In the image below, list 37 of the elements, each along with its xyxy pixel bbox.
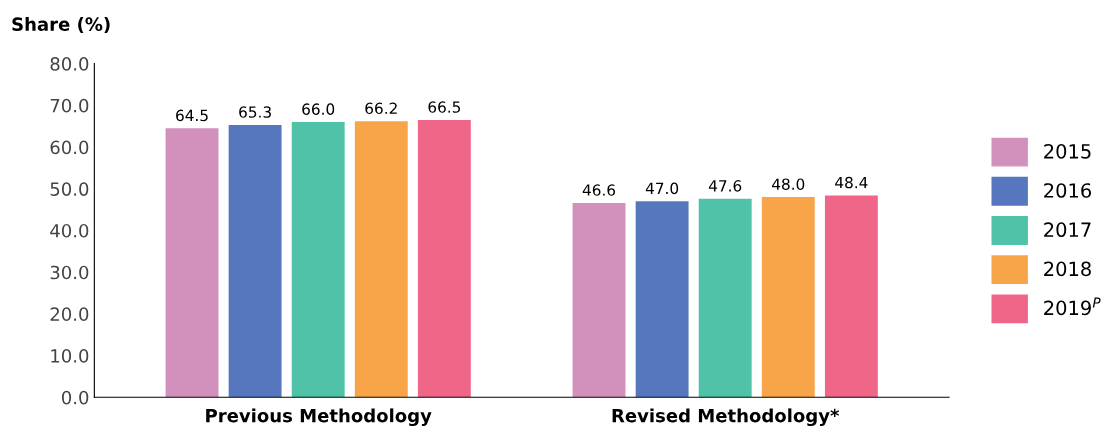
y-tick-label: 30.0	[50, 265, 89, 280]
y-tick-label: 80.0	[50, 57, 89, 71]
legend-label: 2017	[1044, 222, 1091, 238]
y-tick-label: 50.0	[50, 182, 89, 196]
data-label: 66.0	[302, 103, 335, 115]
bar	[572, 202, 626, 398]
y-tick-label: 60.0	[50, 140, 89, 155]
data-label: 48.4	[835, 176, 868, 189]
legend-label: 2018	[1044, 261, 1091, 277]
bar	[354, 121, 408, 398]
bar	[228, 124, 282, 398]
bar	[824, 195, 878, 398]
bar	[698, 198, 752, 398]
data-label: 66.2	[365, 102, 397, 115]
legend-label: 2016	[1044, 183, 1092, 198]
data-label: 47.0	[645, 182, 679, 195]
y-axis-title: Share (%)	[12, 17, 110, 34]
data-label: 48.0	[772, 178, 805, 190]
legend-label: 2019$^{P}$	[1044, 297, 1101, 316]
y-tick-label: 0.0	[61, 390, 89, 405]
bar	[165, 128, 219, 398]
bar	[291, 122, 345, 398]
bar	[635, 201, 689, 398]
legend-label: 2015	[1044, 143, 1091, 159]
x-tick-label: Previous Methodology	[206, 408, 432, 427]
bar	[761, 197, 815, 398]
y-tick-label: 20.0	[50, 307, 89, 321]
data-label: 66.5	[428, 101, 461, 113]
bar	[417, 119, 471, 398]
y-tick-label: 70.0	[50, 98, 89, 113]
data-label: 65.3	[239, 106, 271, 118]
x-tick-label: Revised Methodology*	[612, 408, 840, 427]
data-label: 47.6	[708, 180, 742, 192]
y-tick-label: 10.0	[51, 349, 89, 363]
data-label: 64.5	[176, 109, 208, 122]
y-tick-label: 40.0	[50, 223, 89, 238]
data-label: 46.6	[582, 184, 616, 196]
